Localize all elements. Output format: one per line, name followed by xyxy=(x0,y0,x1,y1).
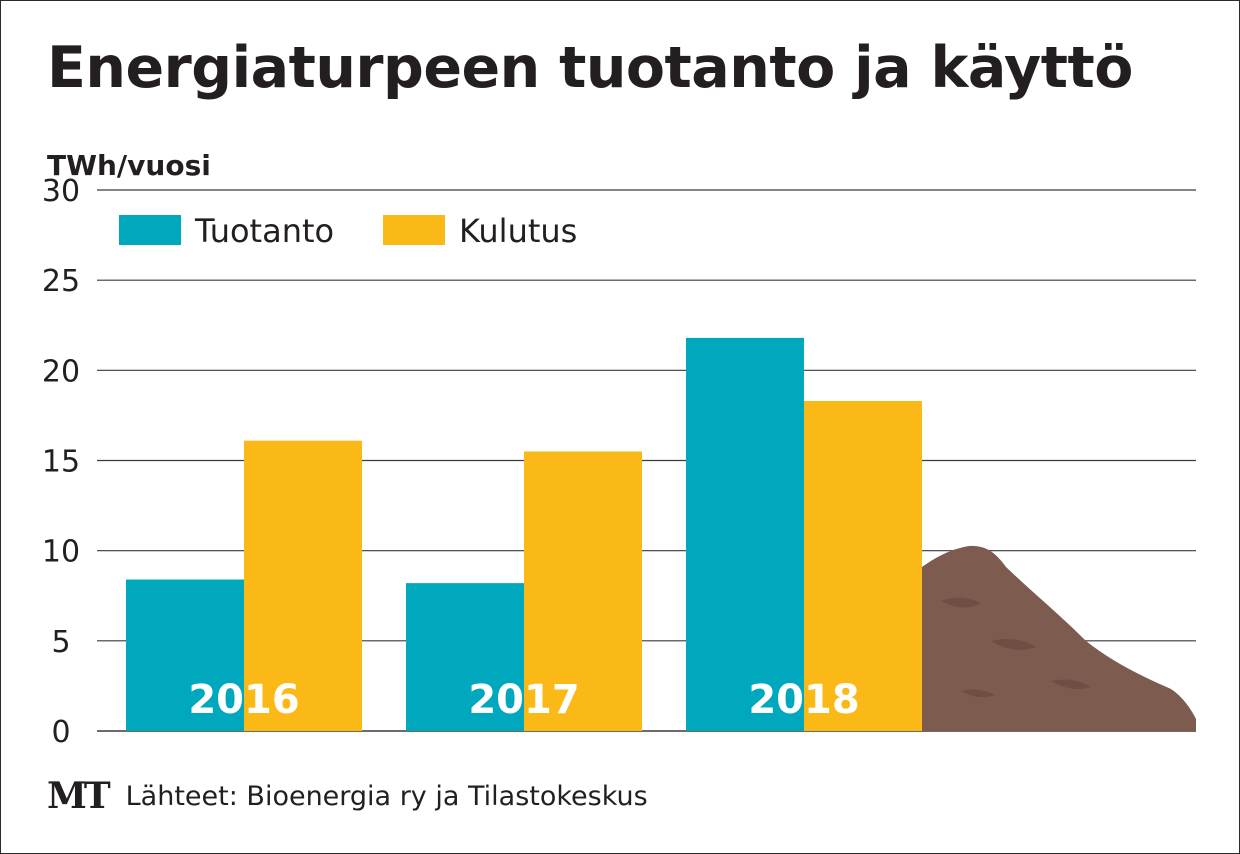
footer: MT Lähteet: Bioenergia ry ja Tilastokesk… xyxy=(47,771,648,821)
peat-texture xyxy=(941,597,1091,698)
category-label: 2018 xyxy=(748,677,859,723)
peat-pile-shape xyxy=(922,545,1196,731)
source-note: Lähteet: Bioenergia ry ja Tilastokeskus xyxy=(125,780,648,812)
bar-kulutus-2018 xyxy=(804,400,922,731)
legend: Tuotanto Kulutus xyxy=(119,212,577,250)
chart-title: Energiaturpeen tuotanto ja käyttö xyxy=(47,35,1133,101)
y-tick-labels: 0 5 10 15 20 25 30 xyxy=(42,174,80,750)
category-label: 2016 xyxy=(188,677,299,723)
bar-tuotanto-2016 xyxy=(126,579,244,731)
category-labels: 2016 2017 2018 xyxy=(188,677,859,723)
mt-logo: MT xyxy=(47,775,111,817)
bar-kulutus-2016 xyxy=(244,440,362,731)
bar-kulutus-2017 xyxy=(524,451,642,731)
y-tick-label: 0 xyxy=(51,715,70,750)
bar-series xyxy=(126,337,922,731)
y-tick-label: 5 xyxy=(51,625,70,660)
y-tick-label: 20 xyxy=(42,354,80,389)
legend-label: Kulutus xyxy=(459,212,577,250)
legend-swatch xyxy=(383,215,445,245)
y-tick-label: 10 xyxy=(42,535,80,570)
legend-swatch xyxy=(119,215,181,245)
bar-tuotanto-2017 xyxy=(406,583,524,731)
y-tick-label: 25 xyxy=(42,264,80,299)
y-tick-label: 30 xyxy=(42,174,80,209)
y-axis-label: TWh/vuosi xyxy=(47,149,211,182)
bar-tuotanto-2018 xyxy=(686,337,804,731)
legend-label: Tuotanto xyxy=(194,212,334,250)
peat-pile-illustration xyxy=(922,545,1196,731)
y-tick-label: 15 xyxy=(42,445,80,480)
category-label: 2017 xyxy=(468,677,579,723)
